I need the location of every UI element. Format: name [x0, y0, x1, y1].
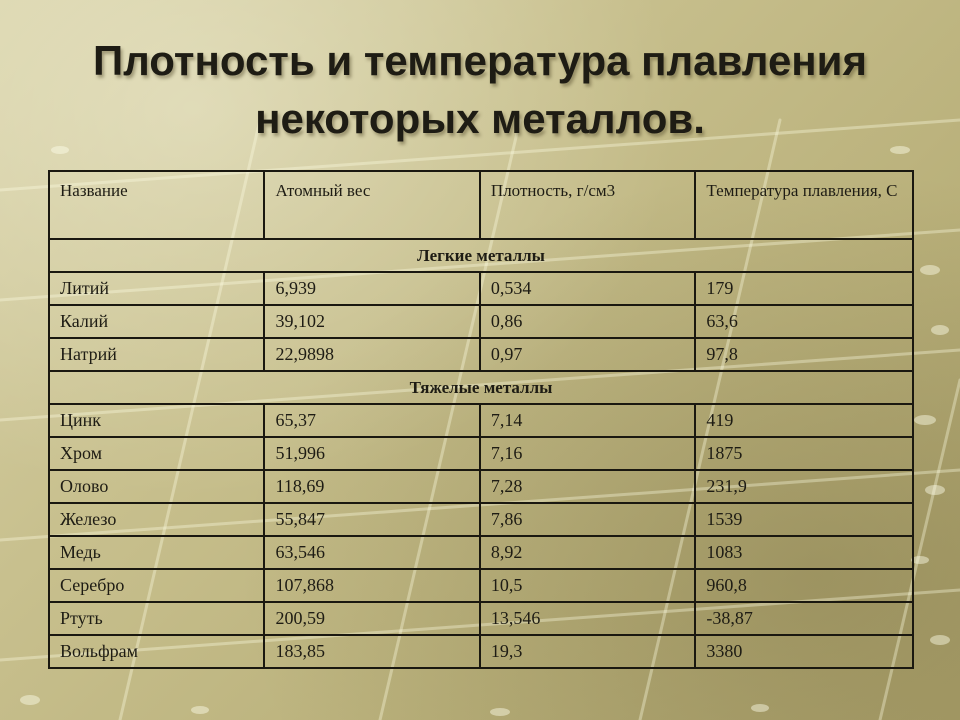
section-row-light: Легкие металлы: [48, 238, 914, 273]
cell-name: Калий: [47, 304, 266, 339]
cell-name: Литий: [47, 271, 266, 306]
cell-density: 7,86: [478, 502, 697, 537]
section-label: Легкие металлы: [48, 238, 914, 273]
cell-density: 7,28: [478, 469, 697, 504]
cell-atomic-weight: 39,102: [263, 304, 481, 339]
cell-density: 0,97: [478, 337, 697, 372]
table-body: Легкие металлы Литий 6,939 0,534 179 Кал…: [47, 238, 914, 669]
cell-melting-point: 419: [694, 403, 914, 438]
cell-density: 19,3: [478, 634, 697, 669]
cell-melting-point: -38,87: [694, 601, 914, 636]
cell-melting-point: 3380: [694, 634, 914, 669]
table-row: Олово 118,69 7,28 231,9: [47, 469, 914, 504]
cell-melting-point: 1875: [694, 436, 914, 471]
cell-melting-point: 231,9: [694, 469, 914, 504]
cell-melting-point: 97,8: [694, 337, 914, 372]
cell-density: 7,16: [478, 436, 697, 471]
cell-density: 0,86: [478, 304, 697, 339]
section-label: Тяжелые металлы: [48, 370, 914, 405]
cell-name: Вольфрам: [47, 634, 266, 669]
cell-density: 7,14: [478, 403, 697, 438]
cell-atomic-weight: 183,85: [263, 634, 481, 669]
cell-name: Натрий: [47, 337, 266, 372]
cell-density: 10,5: [478, 568, 697, 603]
cell-atomic-weight: 63,546: [263, 535, 481, 570]
page-title: Плотность и температура плавления некото…: [0, 32, 960, 148]
cell-melting-point: 960,8: [694, 568, 914, 603]
cell-atomic-weight: 107,868: [263, 568, 481, 603]
cell-name: Железо: [47, 502, 266, 537]
cell-atomic-weight: 118,69: [263, 469, 481, 504]
table-row: Вольфрам 183,85 19,3 3380: [47, 634, 914, 669]
header-density: Плотность, г/см3: [478, 170, 697, 240]
table-row: Литий 6,939 0,534 179: [47, 271, 914, 306]
table-row: Ртуть 200,59 13,546 -38,87: [47, 601, 914, 636]
cell-density: 13,546: [478, 601, 697, 636]
table-row: Серебро 107,868 10,5 960,8: [47, 568, 914, 603]
title-line-1: Плотность и температура плавления: [92, 37, 867, 84]
title-line-2: некоторых металлов.: [255, 95, 705, 142]
cell-atomic-weight: 6,939: [263, 271, 481, 306]
header-atomic-weight: Атомный вес: [263, 170, 481, 240]
table-row: Железо 55,847 7,86 1539: [47, 502, 914, 537]
header-name: Название: [47, 170, 266, 240]
cell-atomic-weight: 55,847: [263, 502, 481, 537]
cell-melting-point: 1083: [694, 535, 914, 570]
cell-name: Медь: [47, 535, 266, 570]
cell-name: Хром: [47, 436, 266, 471]
cell-name: Ртуть: [47, 601, 266, 636]
table-row: Натрий 22,9898 0,97 97,8: [47, 337, 914, 372]
cell-name: Серебро: [47, 568, 266, 603]
cell-melting-point: 63,6: [694, 304, 914, 339]
cell-name: Цинк: [47, 403, 266, 438]
header-melting-point: Температура плавления, С: [694, 170, 914, 240]
cell-density: 0,534: [478, 271, 697, 306]
cell-melting-point: 1539: [694, 502, 914, 537]
metals-table: Название Атомный вес Плотность, г/см3 Те…: [47, 170, 914, 669]
cell-atomic-weight: 22,9898: [263, 337, 481, 372]
cell-atomic-weight: 200,59: [263, 601, 481, 636]
cell-atomic-weight: 65,37: [263, 403, 481, 438]
cell-name: Олово: [47, 469, 266, 504]
table-row: Калий 39,102 0,86 63,6: [47, 304, 914, 339]
cell-atomic-weight: 51,996: [263, 436, 481, 471]
section-row-heavy: Тяжелые металлы: [48, 370, 914, 405]
table-row: Цинк 65,37 7,14 419: [47, 403, 914, 438]
cell-melting-point: 179: [694, 271, 914, 306]
table-row: Медь 63,546 8,92 1083: [47, 535, 914, 570]
table-row: Хром 51,996 7,16 1875: [47, 436, 914, 471]
cell-density: 8,92: [478, 535, 697, 570]
header-row: Название Атомный вес Плотность, г/см3 Те…: [47, 170, 914, 240]
